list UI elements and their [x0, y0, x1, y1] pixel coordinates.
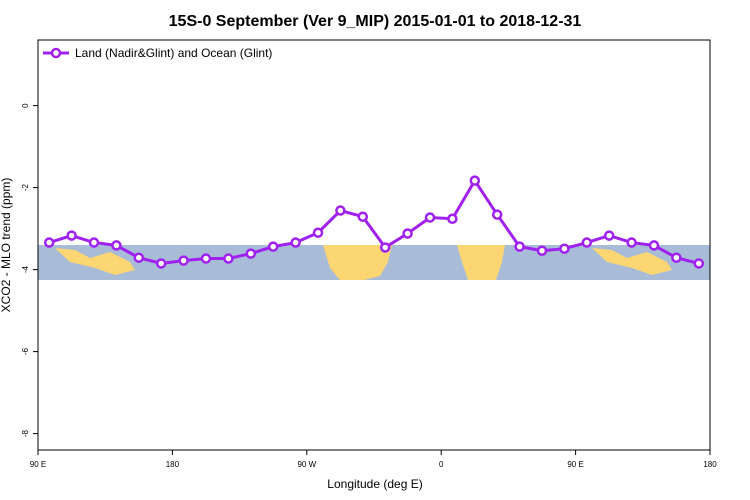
- data-point: [88, 237, 100, 248]
- data-point: [245, 248, 257, 259]
- data-point: [671, 252, 682, 263]
- plot-frame: [37, 39, 711, 451]
- data-point: [357, 211, 369, 222]
- data-point: [290, 237, 301, 248]
- data-point: [312, 227, 324, 238]
- data-point: [536, 245, 548, 256]
- legend-label: Land (Nadir&Glint) and Ocean (Glint): [75, 46, 272, 60]
- x-tick-label: 180: [703, 460, 717, 469]
- data-point: [379, 242, 391, 253]
- data-point: [447, 213, 458, 225]
- data-point: [43, 237, 55, 248]
- legend: Land (Nadir&Glint) and Ocean (Glint): [43, 46, 272, 60]
- data-point: [603, 230, 615, 241]
- data-point: [581, 237, 593, 248]
- data-point: [514, 241, 525, 252]
- data-point: [648, 240, 660, 251]
- data-point: [469, 175, 481, 186]
- data-point: [626, 237, 637, 248]
- data-point: [66, 230, 77, 241]
- x-tick-label: 90 E: [567, 460, 583, 469]
- legend-marker: [50, 47, 62, 59]
- x-tick-label: 0: [439, 460, 444, 469]
- data-point: [133, 252, 145, 263]
- data-point: [200, 253, 212, 264]
- data-point: [424, 212, 436, 223]
- data-point: [693, 258, 705, 269]
- x-tick-label: 90 W: [297, 460, 316, 469]
- data-point: [223, 253, 234, 264]
- data-point: [155, 258, 167, 269]
- data-point: [491, 209, 503, 220]
- data-point: [335, 205, 346, 216]
- y-tick-label: -6: [21, 347, 30, 355]
- x-axis-label: Longitude (deg E): [327, 477, 422, 491]
- data-point: [402, 228, 413, 239]
- data-point: [178, 255, 189, 266]
- y-tick-label: -2: [21, 183, 30, 191]
- chart-title: 15S-0 September (Ver 9_MIP) 2015-01-01 t…: [169, 13, 582, 30]
- x-tick-label: 180: [166, 460, 180, 469]
- y-axis-label: XCO2 - MLO trend (ppm): [0, 178, 13, 313]
- y-tick-label: -8: [21, 429, 30, 437]
- data-point: [559, 243, 570, 254]
- background-map: [38, 245, 710, 280]
- data-point: [267, 241, 279, 252]
- x-tick-label: 90 E: [30, 460, 46, 469]
- y-tick-label: -4: [21, 265, 30, 273]
- y-tick-label: 0: [21, 103, 30, 108]
- data-point: [111, 240, 122, 251]
